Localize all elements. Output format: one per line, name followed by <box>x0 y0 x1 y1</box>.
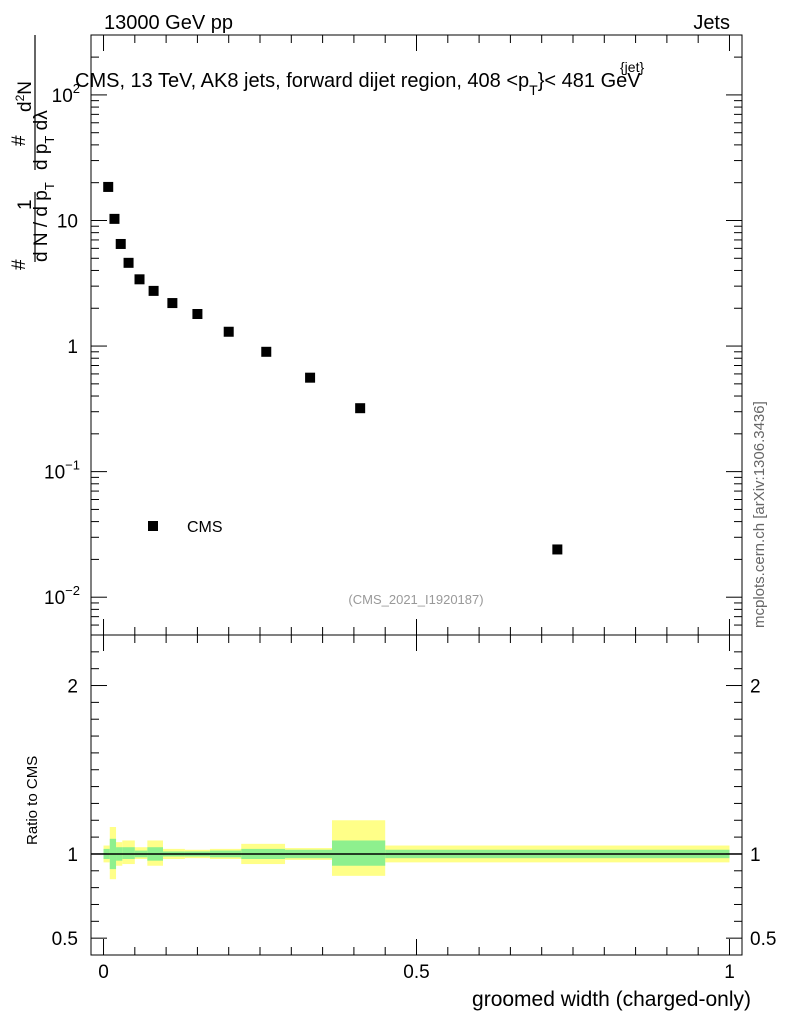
data-point-cms <box>305 372 316 383</box>
ratio-ytick-label-left: 2 <box>67 677 78 698</box>
main-ylabel-text: # <box>9 259 30 270</box>
data-point-cms <box>148 285 159 296</box>
chart-title-sub: T <box>529 82 538 98</box>
ratio-xtick-label: 1 <box>724 962 735 983</box>
main-frame <box>90 34 743 636</box>
legend-label-cms: CMS <box>187 519 223 536</box>
data-point-cms <box>167 298 178 309</box>
ratio-ytick-group: 0.5 0.5 1 1 2 2 <box>52 634 776 956</box>
ratio-panel: 0.5 0.51 12 2 0 0.5 1 Ratio to CMS groomed wi… <box>24 634 776 1011</box>
main-ytick-group: 10−2 10−1 1 10 102 <box>44 34 742 636</box>
ratio-ytick-label-right: 2 <box>750 677 761 698</box>
ratio-ytick-label-left: 0.5 <box>52 929 78 950</box>
data-point-cms <box>134 274 145 285</box>
ratio-ytick-label-left: 1 <box>67 845 78 866</box>
main-ytick-label: 10−1 <box>44 458 80 484</box>
main-point-group <box>103 181 563 555</box>
chart-title-prefix: CMS, 13 TeV, AK8 jets, forward dijet reg… <box>75 70 529 92</box>
legend-marker-cms <box>148 521 158 531</box>
data-point-cms <box>103 181 114 192</box>
header-jets-label: Jets <box>693 12 730 34</box>
ratio-band-group <box>103 820 730 880</box>
main-ytick-label: 1 <box>67 337 78 358</box>
ratio-ylabel: Ratio to CMS <box>24 756 41 845</box>
chart-title-sup: {jet} <box>620 59 644 75</box>
svg-text:1: 1 <box>15 199 36 210</box>
analysis-watermark: (CMS_2021_I1920187) <box>348 592 483 607</box>
main-ytick-label: 10−2 <box>44 583 80 609</box>
ratio-band-stat <box>331 840 386 866</box>
main-xtick-group <box>103 35 730 635</box>
mcplots-side-label: mcplots.cern.ch [arXiv:1306.3436] <box>751 401 768 628</box>
ratio-xlabel: groomed width (charged-only) <box>472 988 751 1011</box>
main-ylabel: # 1 d N / d pT # d2N d pT dλ <box>9 35 57 270</box>
ratio-xtick-group: 0 0.5 1 <box>98 635 735 983</box>
svg-text:#: # <box>9 135 30 146</box>
data-point-cms <box>115 238 126 249</box>
header-energy-label: 13000 GeV pp <box>104 12 233 34</box>
main-ytick-label: 10 <box>57 211 78 232</box>
ratio-frame <box>90 634 743 956</box>
data-point-cms <box>123 257 134 268</box>
ratio-xtick-label: 0.5 <box>403 962 429 983</box>
data-point-cms <box>223 326 234 337</box>
main-ytick-label: 102 <box>52 81 80 107</box>
ratio-band-stat <box>122 847 135 859</box>
data-point-cms <box>552 544 563 555</box>
ratio-ytick-label-right: 1 <box>750 845 761 866</box>
data-point-cms <box>109 213 120 224</box>
ratio-xtick-label: 0 <box>98 962 109 983</box>
data-point-cms <box>261 346 272 357</box>
data-point-cms <box>192 309 203 320</box>
svg-text:d N / d pT: d N / d pT <box>31 182 57 262</box>
chart-title: CMS, 13 TeV, AK8 jets, forward dijet reg… <box>75 70 641 98</box>
svg-text:d pT dλ: d pT dλ <box>31 110 57 170</box>
chart-title-suffix: }< 481 GeV <box>538 70 642 92</box>
data-point-cms <box>355 403 366 414</box>
svg-text:d2N: d2N <box>13 81 36 112</box>
main-panel: 10−2 10−1 1 10 102 CMS, 13 TeV, AK8 jets, fo… <box>9 34 743 636</box>
ratio-ytick-label-right: 0.5 <box>750 929 776 950</box>
